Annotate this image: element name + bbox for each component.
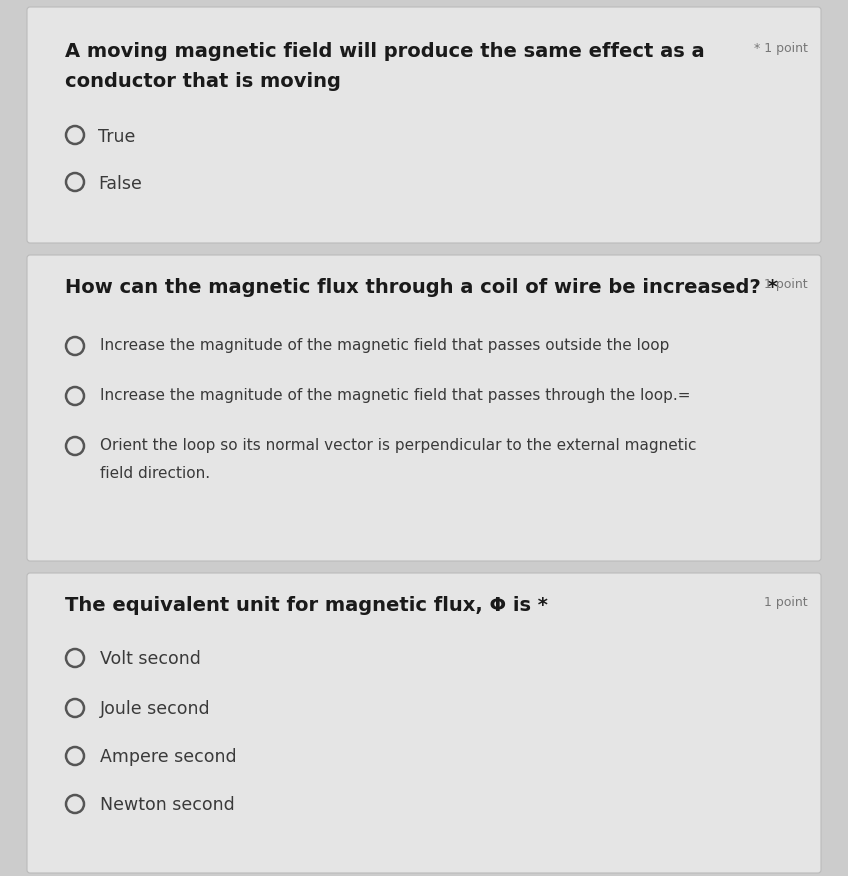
- Text: Orient the loop so its normal vector is perpendicular to the external magnetic: Orient the loop so its normal vector is …: [100, 438, 696, 453]
- Text: Joule second: Joule second: [100, 700, 210, 718]
- Text: 1 point: 1 point: [764, 596, 808, 609]
- FancyBboxPatch shape: [27, 255, 821, 561]
- Text: Ampere second: Ampere second: [100, 748, 237, 766]
- Text: False: False: [98, 175, 142, 193]
- Text: True: True: [98, 128, 136, 146]
- Text: A moving magnetic field will produce the same effect as a: A moving magnetic field will produce the…: [65, 42, 705, 61]
- Text: Increase the magnitude of the magnetic field that passes outside the loop: Increase the magnitude of the magnetic f…: [100, 338, 669, 353]
- Text: field direction.: field direction.: [100, 466, 210, 481]
- FancyBboxPatch shape: [27, 7, 821, 243]
- Text: Increase the magnitude of the magnetic field that passes through the loop.=: Increase the magnitude of the magnetic f…: [100, 388, 690, 403]
- FancyBboxPatch shape: [27, 573, 821, 873]
- Text: Volt second: Volt second: [100, 650, 201, 668]
- Text: Newton second: Newton second: [100, 796, 235, 814]
- Text: 1 point: 1 point: [764, 278, 808, 291]
- Text: The equivalent unit for magnetic flux, Φ is *: The equivalent unit for magnetic flux, Φ…: [65, 596, 548, 615]
- Text: * 1 point: * 1 point: [754, 42, 808, 55]
- Text: conductor that is moving: conductor that is moving: [65, 72, 341, 91]
- Text: How can the magnetic flux through a coil of wire be increased? *: How can the magnetic flux through a coil…: [65, 278, 778, 297]
